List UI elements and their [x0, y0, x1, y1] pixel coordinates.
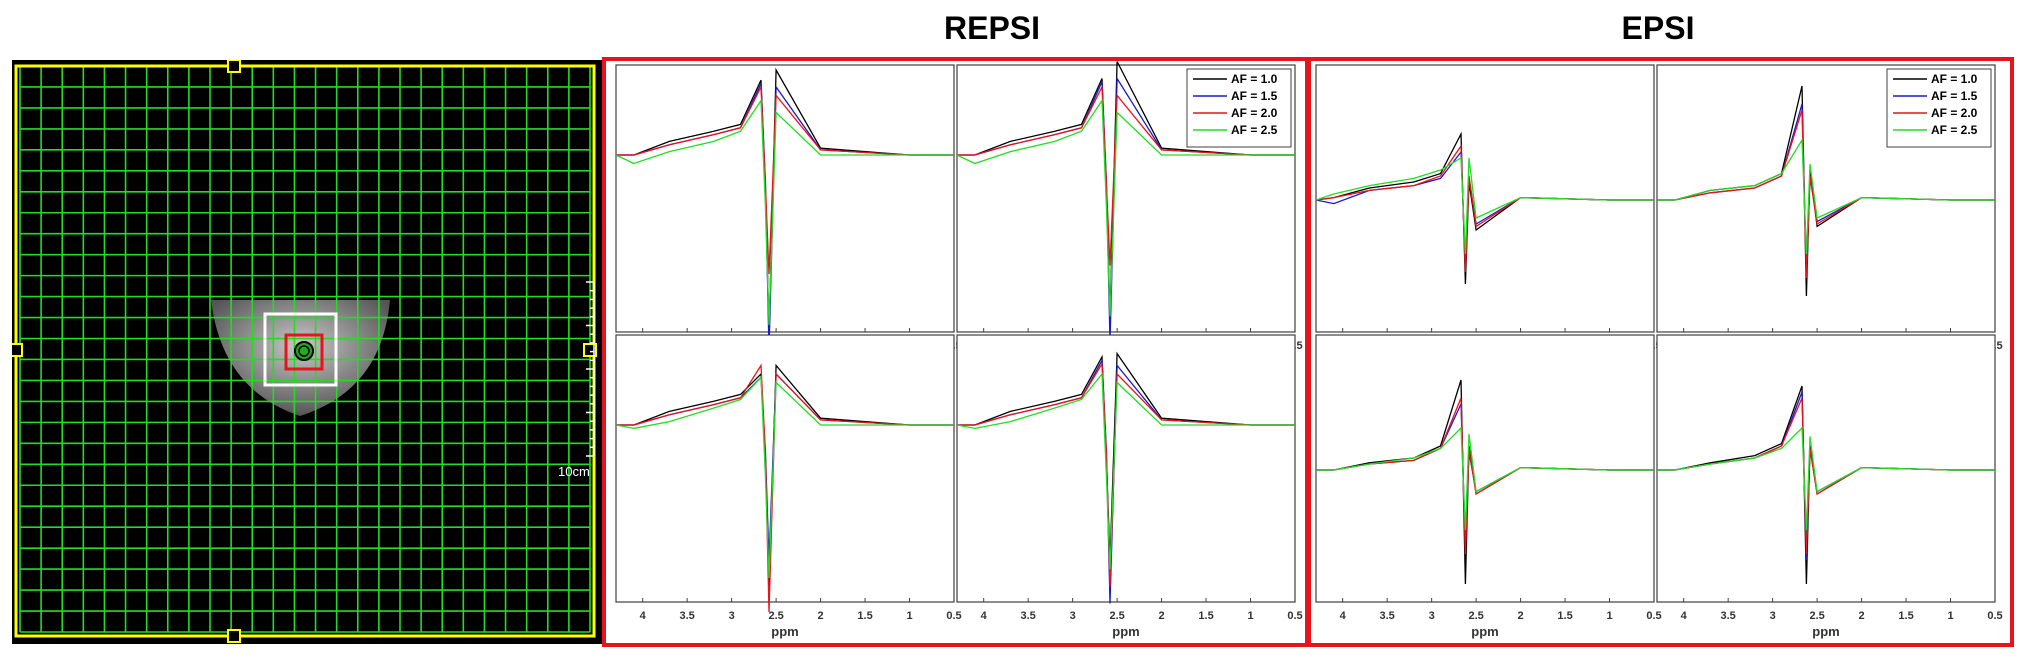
target-marker-icon [294, 341, 314, 361]
fov-handle-icon [227, 629, 241, 643]
repsi-title: REPSI [943, 10, 1041, 46]
target-marker-inner-icon [298, 345, 310, 357]
scale-bar [586, 281, 595, 457]
epsi-highlight-frame [1307, 57, 2014, 647]
roi-box [263, 312, 338, 387]
fov-handle-icon [227, 59, 241, 73]
fov-handle-icon [583, 343, 597, 357]
mri-localizer-image: 10cm [9, 59, 602, 644]
voxel-box [284, 333, 324, 371]
scale-label: 10cm [558, 464, 590, 479]
fov-handle-icon [9, 343, 23, 357]
repsi-highlight-frame [602, 57, 1309, 647]
mri-localizer-panel: 10cm [9, 59, 602, 644]
epsi-title: EPSI [1621, 10, 1695, 46]
